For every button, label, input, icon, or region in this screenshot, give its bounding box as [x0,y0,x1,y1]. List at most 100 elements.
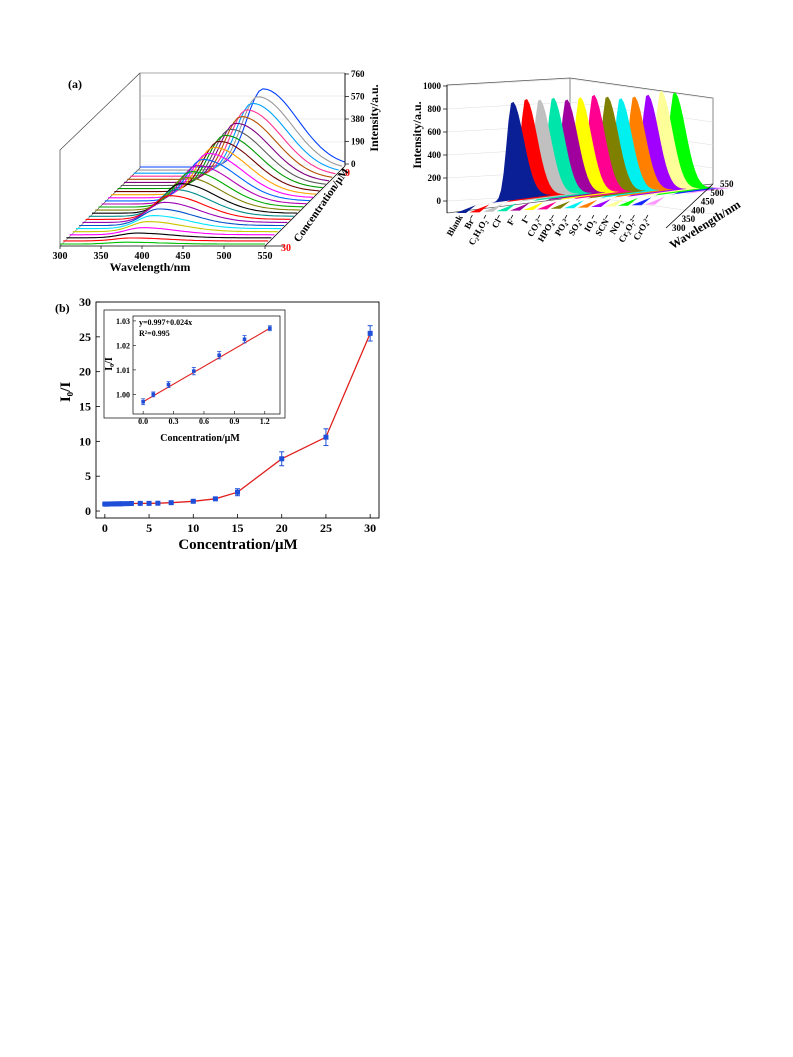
x-tick-label: 500 [217,251,232,262]
x-tick-label: 25 [320,521,332,535]
spectrum-line [111,146,317,196]
data-point [268,326,272,331]
grid-line [446,78,571,87]
data-point [120,501,126,507]
y-tick-label: 1.01 [116,366,130,375]
peak-area [496,97,592,212]
peak-area [645,185,740,205]
spectrum-line [88,189,294,217]
fit-line [142,327,271,403]
y-tick-label: 1000 [423,81,442,91]
z-tick-label: 500 [710,188,724,198]
data-point [323,434,329,440]
data-point [151,392,156,397]
category-label: F⁻ [505,213,519,227]
inset-chart: 0.0 0.3 0.6 0.9 1.2 1.00 1.01 1.02 1.03 y=0.997+… [103,309,286,444]
x-tick-label: 0.0 [138,417,148,426]
spectrum-line [72,221,278,233]
category-label: Cl⁻ [490,213,506,230]
data-point [242,337,247,342]
spectrum-line [124,122,330,183]
spectrum-line [79,208,285,227]
peak-area [483,99,578,212]
grid-line [569,78,714,100]
y-tick-label: 1.02 [116,341,130,350]
y-tick-label: 5 [85,469,91,483]
z-tick-label: 30 [281,243,291,254]
y-tick-label: 0 [85,504,91,518]
z-tick-label: 450 [701,197,715,207]
y-axis-label: Intensity/a.u. [410,101,424,168]
spectrum-line [60,241,265,245]
z-axis-line [665,183,714,229]
x-tick-label: 10 [187,521,199,535]
spectrum-line [140,88,346,168]
x-tick-label: 0.6 [199,417,209,426]
spectrum-line [114,140,320,193]
y-tick-label: 400 [428,150,442,160]
data-point [124,501,130,507]
y-tick-label: 760 [351,69,365,79]
data-series [102,325,373,507]
x-tick-label: 1.2 [260,417,270,426]
spectrum-line [130,109,336,177]
spectrum-line [92,183,298,214]
peak-area [469,99,565,213]
peak-area [618,92,713,206]
x-tick-label: 550 [258,251,273,262]
peak-area [604,90,700,207]
data-point [128,501,134,507]
spectrum-line [117,134,323,190]
spectrum-line [104,158,310,202]
x-tick-label: 0.3 [169,417,179,426]
data-point [279,456,285,462]
spectrum-line [108,152,314,199]
spectrum-line [98,170,304,208]
spectrum-line [82,201,288,223]
peaks [456,90,740,213]
y-tick-label: 10 [79,434,91,448]
y-axis-label: Intensity/a.u. [367,84,381,151]
data-point [146,500,152,506]
spectrum-line [85,195,291,220]
y-axis: 0 200 400 600 800 1000 [423,81,448,213]
inset-x-axis-label: Concentration/μM [160,433,240,444]
data-point [155,500,161,506]
data-point [192,369,196,373]
y-tick-label: 20 [79,365,91,379]
inset-y-axis-label: I₀/I [104,357,115,371]
spectrum-line [66,232,272,239]
data-point [137,500,143,506]
data-point [108,501,114,507]
x-tick-label: 450 [176,251,191,262]
data-point [168,500,174,506]
panel-b-chart: (b) 0 5 10 15 20 25 30 0 5 10 15 20 25 30 Concentrati… [55,295,380,553]
x-tick-label: 400 [135,251,150,262]
inset-plot-frame [132,315,281,415]
x-tick-label: 0.9 [229,417,239,426]
peak-area [550,96,646,209]
axes: 0 5 10 15 20 25 30 0 5 10 15 20 25 30 [79,295,376,535]
y-tick-label: 600 [428,127,442,137]
z-tick-label: 550 [720,179,734,189]
x-tick-label: 300 [53,251,68,262]
peak-area [523,97,619,210]
x-tick-label: 0 [102,521,108,535]
z-tick-label: 300 [672,223,686,233]
z-tick-label: 350 [682,214,696,224]
peak-area [564,98,659,209]
z-axis-label: Concentration/μM [292,165,352,244]
y-tick-label: 25 [79,330,91,344]
peak-area [591,94,686,207]
z-axis: 0 30 [264,165,350,254]
x-tick-label: 20 [276,521,288,535]
y-tick-label: 0 [351,159,356,169]
inset-axes: 0.0 0.3 0.6 0.9 1.2 1.00 1.01 1.02 1.03 [116,315,281,426]
peak-area [510,99,605,211]
y-tick-label: 0 [437,196,442,206]
data-point [212,496,218,502]
x-axis-label: Wavelength/nm [110,260,191,274]
spectrum-line [95,177,301,211]
